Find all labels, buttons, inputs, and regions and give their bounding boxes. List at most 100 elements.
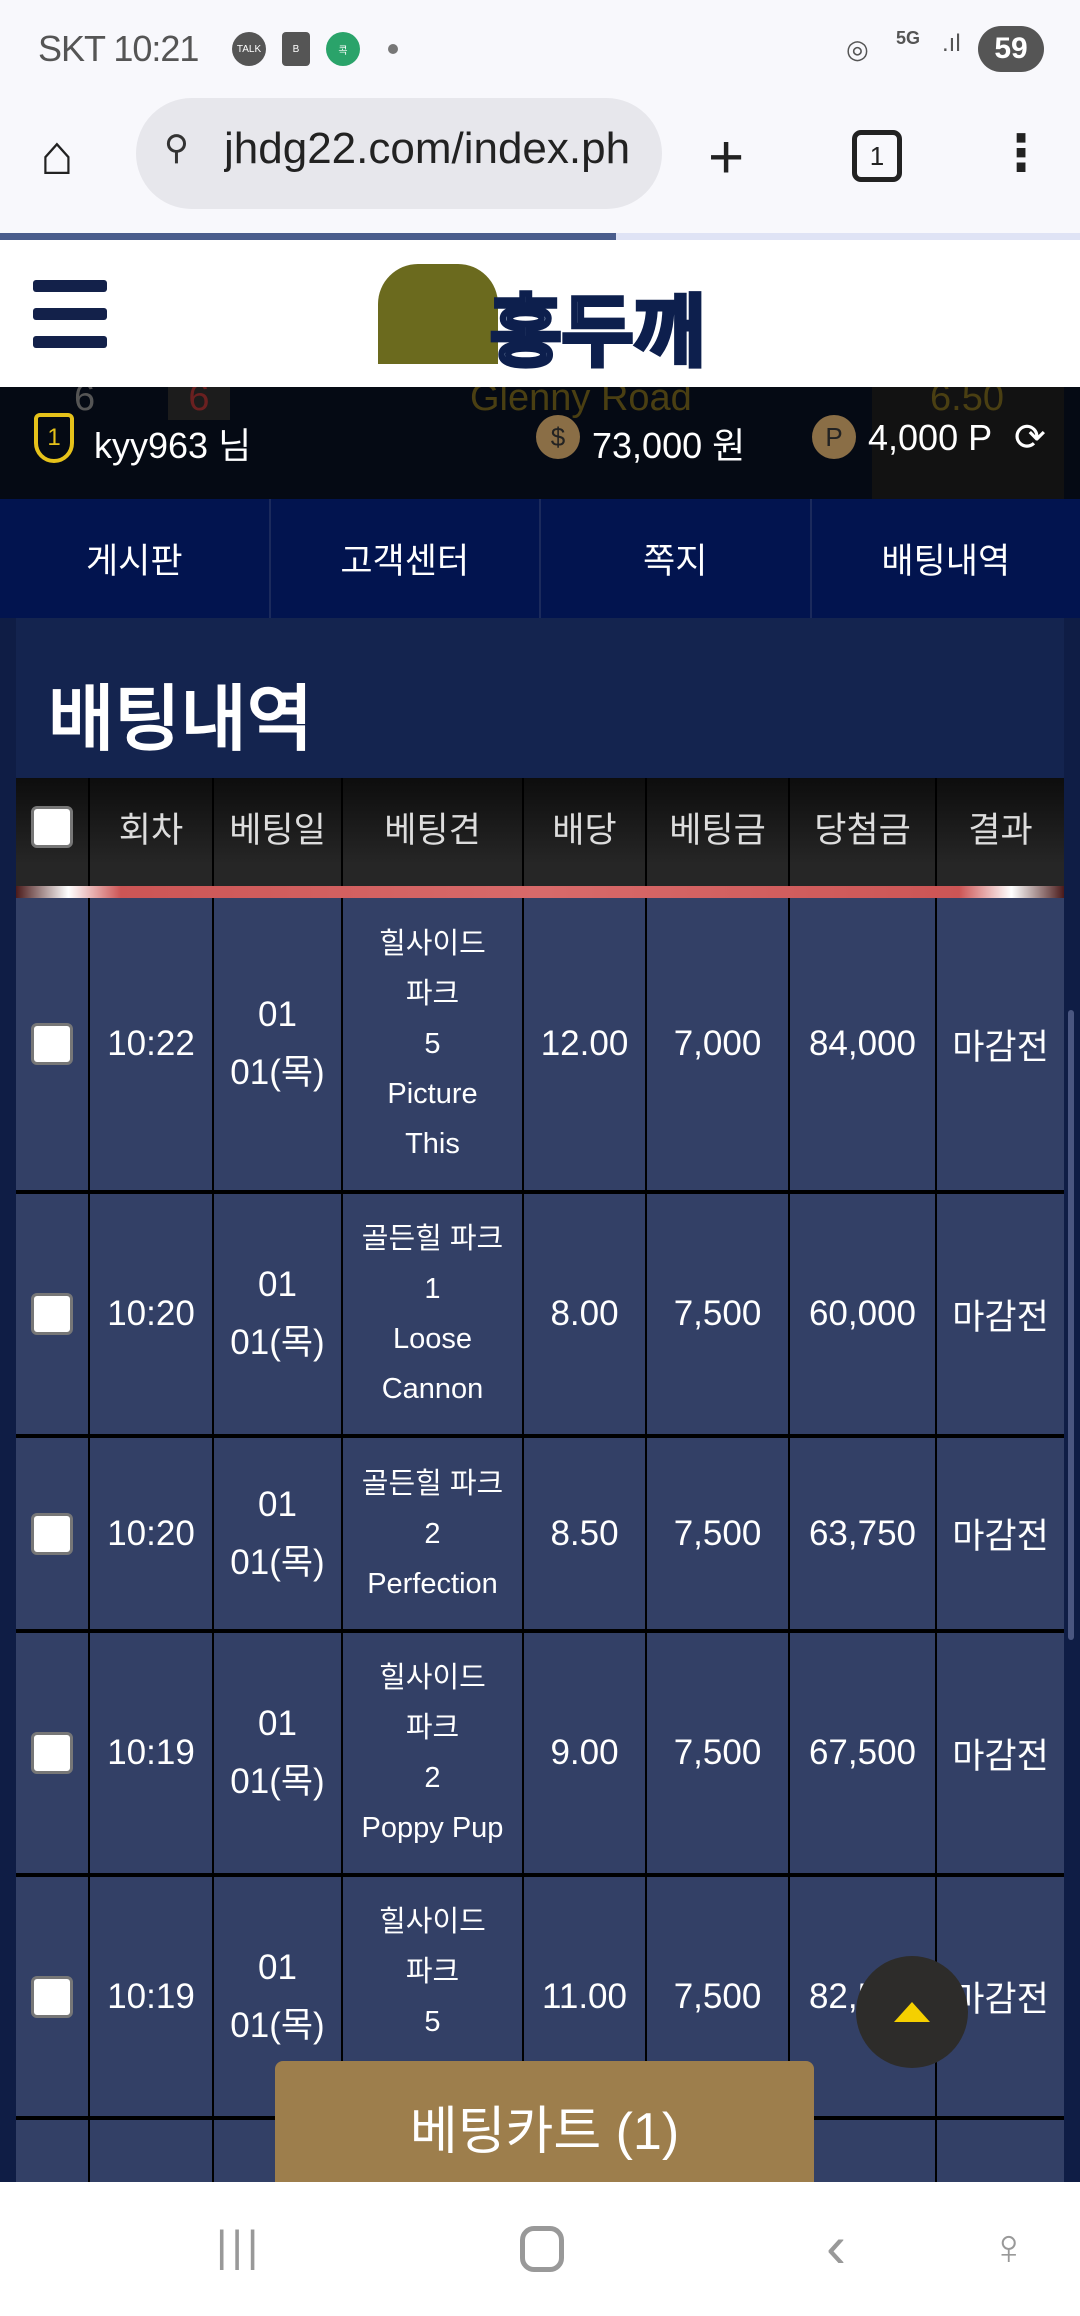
dog: 힐사이드 파크 2 Poppy Pup bbox=[343, 1633, 524, 1873]
win-amount: 60,000 bbox=[790, 1194, 937, 1434]
date-line: 01 bbox=[258, 1947, 297, 1987]
logo-mascot bbox=[378, 264, 498, 364]
ticker-odds-box bbox=[872, 387, 1064, 499]
tab-bet-history[interactable]: 배팅내역 bbox=[881, 542, 1011, 581]
tab-messages[interactable]: 쪽지 bbox=[541, 499, 812, 618]
round: 10:20 bbox=[90, 1194, 214, 1434]
dog-line: 2 bbox=[424, 1517, 441, 1550]
row-checkbox-cell bbox=[16, 898, 90, 1190]
empty-cell bbox=[790, 2120, 937, 2236]
bet-amount: 7,500 bbox=[647, 1633, 790, 1873]
empty-cell bbox=[90, 2120, 214, 2236]
row-checkbox-cell bbox=[16, 1438, 90, 1629]
col-date: 베팅일 bbox=[214, 778, 343, 886]
ticker-dog-name: Glenny Road bbox=[470, 387, 692, 419]
app-icon: 콕 bbox=[326, 32, 360, 66]
result: 마감전 bbox=[952, 1980, 1049, 2019]
b-icon: B bbox=[282, 32, 310, 66]
url-bar[interactable]: ⚲ jhdg22.com/index.ph bbox=[136, 98, 662, 209]
round: 10:19 bbox=[90, 1877, 214, 2116]
home-nav-icon[interactable] bbox=[520, 2226, 564, 2272]
col-dog: 베팅견 bbox=[343, 778, 524, 886]
bet-date: 01 01(목) bbox=[214, 1438, 343, 1629]
odds: 8.00 bbox=[524, 1194, 647, 1434]
site-settings-icon[interactable]: ⚲ bbox=[164, 129, 189, 167]
bet-cart-button[interactable]: 베팅카트 (1) bbox=[275, 2061, 814, 2191]
dog-line: 1 bbox=[424, 1273, 441, 1305]
dog-line: Perfection bbox=[367, 1567, 498, 1600]
dog-line: 힐사이드 bbox=[379, 1905, 486, 1938]
scrollbar[interactable] bbox=[1068, 1010, 1074, 1640]
result: 마감전 bbox=[952, 1517, 1049, 1556]
bet-date: 01 01(목) bbox=[214, 1194, 343, 1434]
browser-toolbar: ⌂ ⚲ jhdg22.com/index.ph + 1 ⋮ bbox=[0, 98, 1080, 233]
title-section: 배팅내역 bbox=[16, 618, 1064, 778]
select-all-checkbox-cell bbox=[16, 778, 90, 886]
table-row: 10:20 01 01(목) 골든힐 파크 1 Loose Cannon 8.00 7,… bbox=[16, 1194, 1064, 1438]
dog-line: 파크 bbox=[405, 1955, 460, 1988]
url-text[interactable]: jhdg22.com/index.ph bbox=[224, 124, 631, 173]
tab-board[interactable]: 게시판 bbox=[0, 499, 271, 618]
dog: 골든힐 파크 1 Loose Cannon bbox=[343, 1194, 524, 1434]
date-line: 01(목) bbox=[230, 1542, 325, 1582]
refresh-icon[interactable]: ⟳ bbox=[1014, 417, 1046, 459]
5g-icon: 5G bbox=[896, 28, 921, 48]
odds: 8.50 bbox=[524, 1438, 647, 1629]
level-badge-icon: 1 bbox=[34, 413, 74, 463]
tab-support[interactable]: 고객센터 bbox=[271, 499, 541, 618]
win-amount: 67,500 bbox=[790, 1633, 937, 1873]
dog-line: 골든힐 파크 bbox=[361, 1467, 504, 1500]
new-tab-icon[interactable]: + bbox=[708, 123, 745, 192]
win-amount: 84,000 bbox=[790, 898, 937, 1190]
result: 마감전 bbox=[952, 1297, 1049, 1337]
header-divider bbox=[16, 886, 1064, 898]
hamburger-menu-icon[interactable] bbox=[33, 280, 107, 364]
date-line: 01 bbox=[258, 995, 297, 1034]
round: 10:20 bbox=[90, 1438, 214, 1629]
row-checkbox[interactable] bbox=[31, 1975, 73, 2018]
page-load-progress bbox=[0, 233, 1080, 240]
dog-line: 5 bbox=[424, 2005, 441, 2038]
back-icon[interactable]: ‹ bbox=[826, 2213, 846, 2280]
points: 4,000 P bbox=[868, 417, 993, 458]
row-checkbox-cell bbox=[16, 1877, 90, 2116]
dog-line: Poppy Pup bbox=[361, 1812, 504, 1844]
ticker-number: 6 bbox=[74, 387, 96, 419]
menu-icon[interactable]: ⋮ bbox=[996, 125, 1046, 181]
signal-icon: .ıl bbox=[942, 30, 961, 57]
date-line: 01(목) bbox=[230, 1053, 325, 1092]
dog-line: Picture bbox=[387, 1078, 478, 1110]
dot-icon bbox=[388, 44, 398, 54]
site-logo[interactable]: 홍두깨 bbox=[488, 286, 707, 378]
tab-count-button[interactable]: 1 bbox=[852, 130, 902, 182]
home-icon[interactable]: ⌂ bbox=[40, 123, 74, 186]
ticker-badge: 6 bbox=[168, 387, 230, 420]
odds: 11.00 bbox=[524, 1877, 647, 2116]
accessibility-icon[interactable]: ♀ bbox=[990, 2219, 1028, 2275]
status-bar: SKT 10:21 TALK B 콕 ◎ 5G .ıl 59 bbox=[0, 0, 1080, 100]
odds: 12.00 bbox=[524, 898, 647, 1190]
bet-amount: 7,000 bbox=[647, 898, 790, 1190]
win-amount: 63,750 bbox=[790, 1438, 937, 1629]
row-checkbox[interactable] bbox=[31, 1023, 73, 1065]
col-round: 회차 bbox=[90, 778, 214, 886]
row-checkbox[interactable] bbox=[31, 1293, 73, 1335]
hotspot-icon: ◎ bbox=[846, 34, 869, 64]
dog: 골든힐 파크 2 Perfection bbox=[343, 1438, 524, 1629]
recents-icon[interactable]: ||| bbox=[216, 2222, 263, 2271]
round: 10:19 bbox=[90, 1633, 214, 1873]
bet-date: 01 01(목) bbox=[214, 1877, 343, 2116]
balance: 73,000 원 bbox=[592, 425, 746, 466]
select-all-checkbox[interactable] bbox=[31, 806, 73, 848]
row-checkbox[interactable] bbox=[31, 1512, 73, 1555]
dog-line: 힐사이드 bbox=[379, 928, 486, 960]
row-checkbox[interactable] bbox=[31, 1732, 73, 1774]
bet-date: 01 01(목) bbox=[214, 898, 343, 1190]
result: 마감전 bbox=[952, 1736, 1049, 1776]
username: kyy963 님 bbox=[94, 425, 252, 466]
date-line: 01(목) bbox=[230, 1323, 325, 1362]
main-nav: 게시판 고객센터 쪽지 배팅내역 bbox=[0, 499, 1080, 618]
dog-line: 힐사이드 bbox=[379, 1662, 486, 1694]
scroll-to-top-button[interactable] bbox=[856, 1956, 968, 2068]
result: 마감전 bbox=[952, 1027, 1049, 1067]
